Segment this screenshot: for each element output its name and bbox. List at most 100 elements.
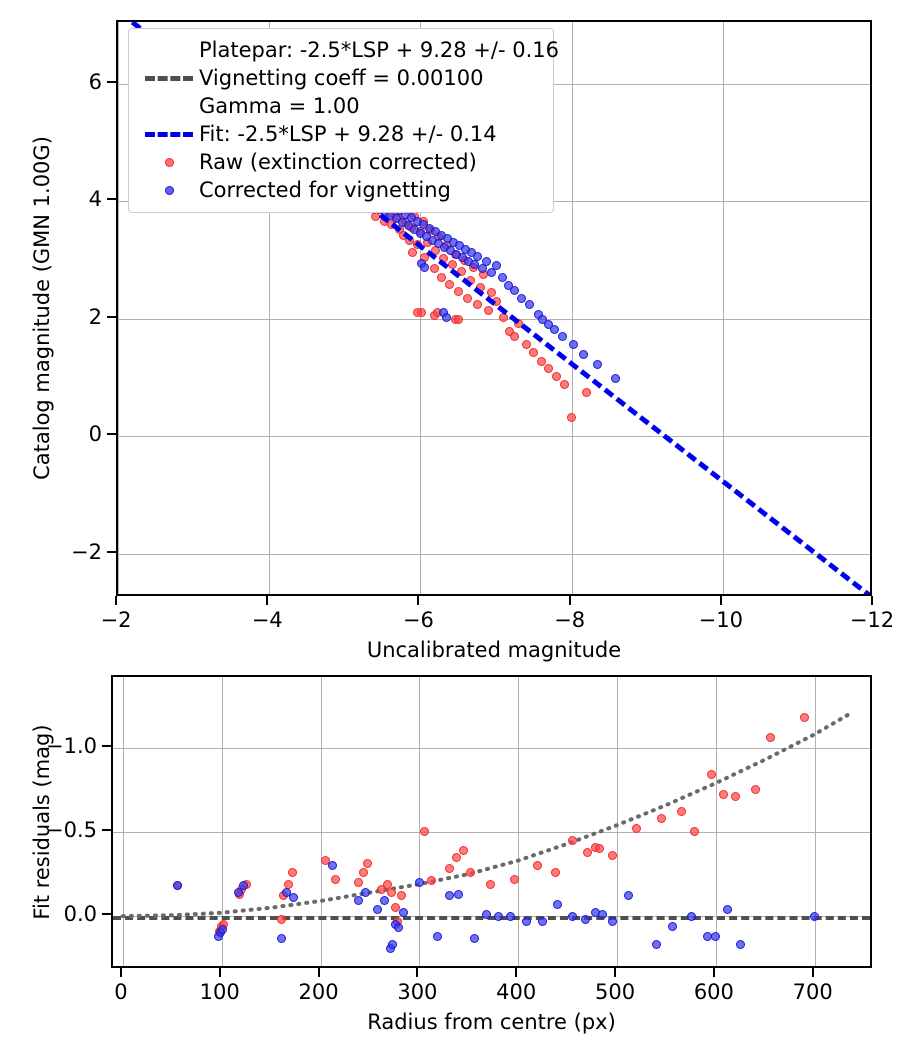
data-point xyxy=(462,294,472,304)
y-tick-label: 2 xyxy=(88,304,102,329)
data-point xyxy=(444,280,454,290)
x-tick-label: −6 xyxy=(402,608,434,632)
data-point xyxy=(470,933,480,943)
x-tick-mark xyxy=(119,968,122,977)
gridline-vertical xyxy=(221,677,223,966)
y-tick-label: −1.0 xyxy=(46,733,97,758)
data-point xyxy=(399,908,409,918)
gridline-vertical xyxy=(814,677,816,966)
data-point xyxy=(800,712,810,722)
legend-entry: Fit: -2.5*LSP + 9.28 +/- 0.14 xyxy=(139,120,543,148)
data-point xyxy=(373,904,383,914)
data-point xyxy=(482,256,492,266)
data-point xyxy=(514,319,524,329)
top-panel-x-axis-title: Uncalibrated magnitude xyxy=(366,638,622,662)
data-point xyxy=(579,349,589,359)
data-point xyxy=(327,861,337,871)
data-point xyxy=(276,933,286,943)
data-point xyxy=(453,287,463,297)
data-point xyxy=(607,916,617,926)
data-point xyxy=(380,896,390,906)
data-point xyxy=(420,262,430,272)
legend-label: Gamma = 1.00 xyxy=(199,94,360,118)
x-tick-label: 300 xyxy=(397,980,438,1004)
data-point xyxy=(412,240,422,250)
data-point xyxy=(582,847,592,857)
data-point xyxy=(529,348,539,358)
data-point xyxy=(667,921,677,931)
x-tick-mark xyxy=(719,596,722,605)
gridline-horizontal xyxy=(113,831,870,833)
legend-key-blue-dash xyxy=(139,131,199,137)
legend-entry: Platepar: -2.5*LSP + 9.28 +/- 0.16 xyxy=(139,36,559,64)
x-tick-label: 700 xyxy=(792,980,833,1004)
legend-label: Platepar: -2.5*LSP + 9.28 +/- 0.16 xyxy=(199,38,559,62)
y-tick-mark xyxy=(102,744,111,747)
data-point xyxy=(676,807,686,817)
data-point xyxy=(624,891,634,901)
data-point xyxy=(486,268,496,278)
legend-key-blue-dot xyxy=(139,185,199,195)
data-point xyxy=(377,884,387,894)
data-point xyxy=(719,790,729,800)
data-point xyxy=(429,263,439,273)
x-tick-mark xyxy=(614,968,617,977)
data-point xyxy=(686,911,696,921)
data-point xyxy=(521,340,531,350)
gridline-vertical xyxy=(420,22,422,594)
data-point xyxy=(387,888,397,898)
x-tick-label: 200 xyxy=(298,980,339,1004)
data-point xyxy=(538,315,548,325)
data-point xyxy=(289,893,299,903)
legend-dashed-line-blue-icon xyxy=(145,131,193,137)
data-point xyxy=(632,824,642,834)
data-point xyxy=(426,876,436,886)
data-point xyxy=(550,324,560,334)
gridline-horizontal xyxy=(113,747,870,749)
x-tick-label: 100 xyxy=(199,980,240,1004)
data-point xyxy=(330,874,340,884)
data-point xyxy=(594,844,604,854)
data-point xyxy=(491,261,501,271)
data-point xyxy=(707,770,717,780)
x-tick-label: −2 xyxy=(100,608,132,632)
data-point xyxy=(524,300,534,310)
data-point xyxy=(218,925,228,935)
legend-key-gray-dash xyxy=(139,75,199,81)
data-point xyxy=(444,891,454,901)
data-point xyxy=(473,252,483,261)
y-tick-mark xyxy=(107,433,116,436)
data-point xyxy=(551,371,561,381)
data-point xyxy=(476,282,486,292)
data-point xyxy=(533,309,543,319)
data-point xyxy=(657,813,666,823)
gridline-vertical xyxy=(320,677,322,966)
gridline-vertical xyxy=(617,677,619,966)
y-tick-mark xyxy=(107,315,116,318)
x-tick-mark xyxy=(115,596,117,605)
data-point xyxy=(597,909,607,919)
data-point xyxy=(465,275,475,285)
data-point xyxy=(731,792,741,802)
data-point xyxy=(610,374,620,384)
legend-label: Raw (extinction corrected) xyxy=(199,150,477,174)
data-point xyxy=(765,733,775,743)
x-tick-mark xyxy=(218,968,221,977)
y-tick-label: 0.0 xyxy=(63,902,97,927)
x-tick-mark xyxy=(811,968,814,977)
data-point xyxy=(320,856,330,866)
data-point xyxy=(499,313,509,323)
x-tick-label: 600 xyxy=(693,980,734,1004)
data-point xyxy=(466,867,476,877)
data-point xyxy=(559,380,569,390)
bottom-panel-plot-area xyxy=(111,675,872,968)
data-point xyxy=(538,916,548,926)
data-point xyxy=(750,785,760,795)
vignetting-curve xyxy=(120,712,852,919)
data-point xyxy=(444,864,454,874)
x-tick-label: 400 xyxy=(496,980,537,1004)
y-tick-mark xyxy=(102,913,111,916)
legend-entry: Raw (extinction corrected) xyxy=(139,148,543,176)
data-point xyxy=(405,235,415,245)
